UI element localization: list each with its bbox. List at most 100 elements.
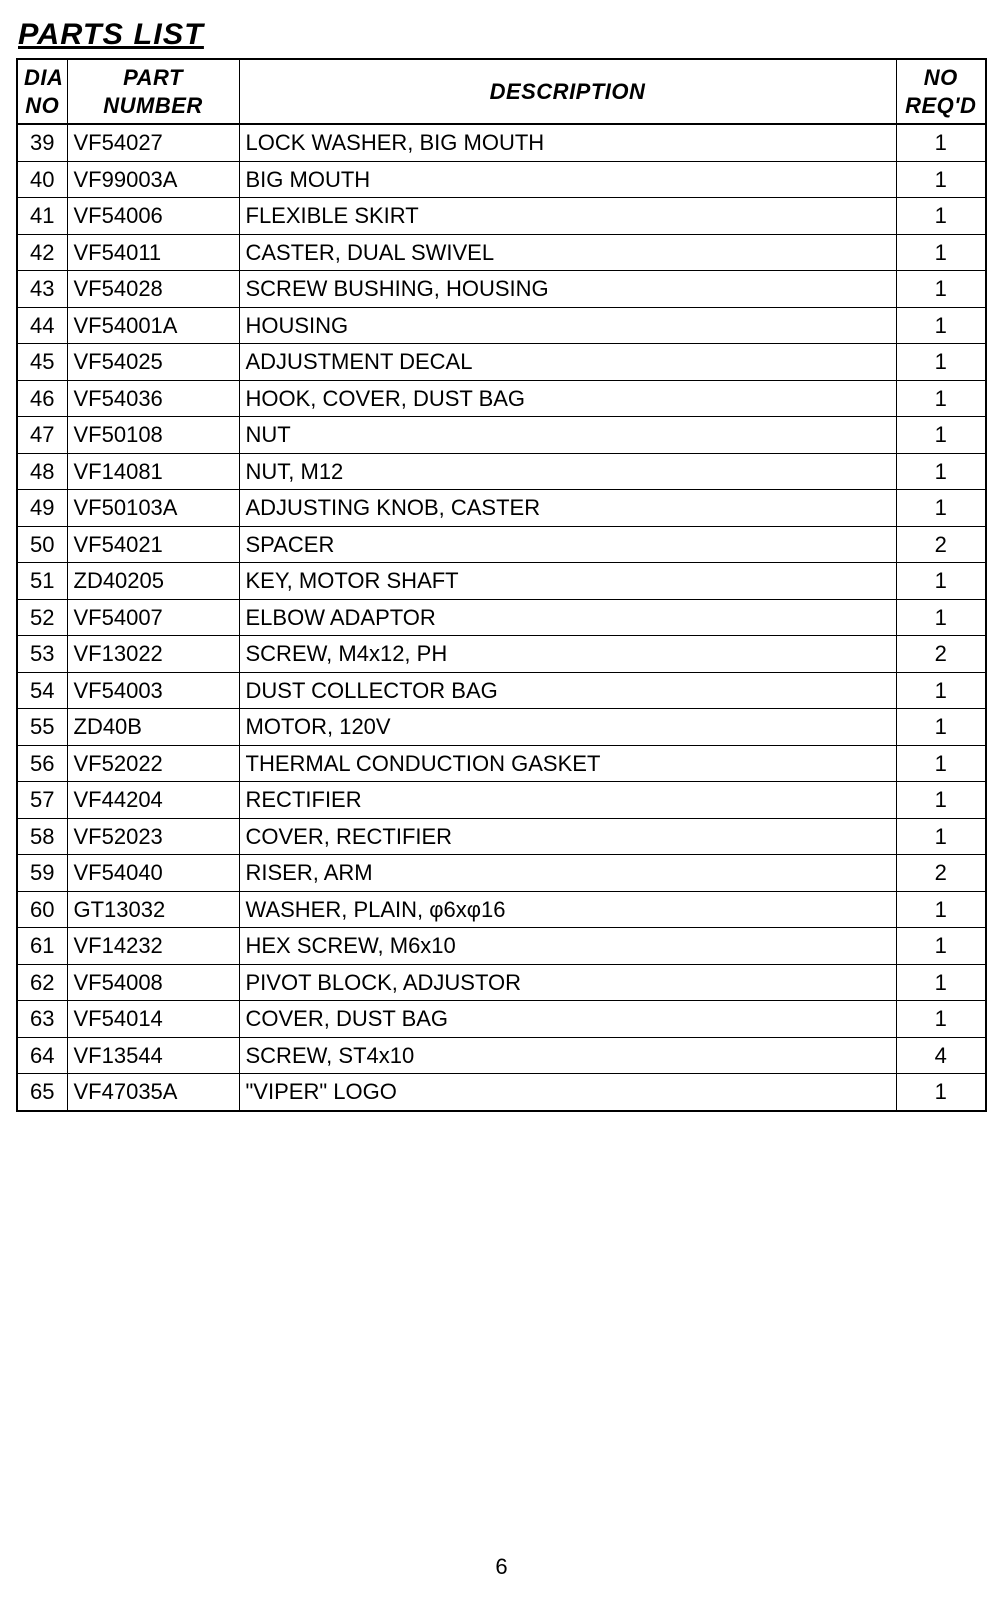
col-header-dia-no: DIA NO: [17, 59, 67, 124]
cell-dia-no: 56: [17, 745, 67, 782]
table-row: 46VF54036HOOK, COVER, DUST BAG1: [17, 380, 986, 417]
cell-part-number: VF13544: [67, 1037, 239, 1074]
cell-no-reqd: 1: [896, 928, 986, 965]
cell-description: WASHER, PLAIN, φ6xφ16: [239, 891, 896, 928]
col-header-no-reqd: NO REQ'D: [896, 59, 986, 124]
cell-dia-no: 62: [17, 964, 67, 1001]
cell-dia-no: 54: [17, 672, 67, 709]
cell-dia-no: 65: [17, 1074, 67, 1111]
table-row: 42VF54011CASTER, DUAL SWIVEL1: [17, 234, 986, 271]
table-row: 54VF54003DUST COLLECTOR BAG1: [17, 672, 986, 709]
table-row: 55ZD40BMOTOR, 120V1: [17, 709, 986, 746]
cell-dia-no: 51: [17, 563, 67, 600]
cell-description: RECTIFIER: [239, 782, 896, 819]
cell-description: KEY, MOTOR SHAFT: [239, 563, 896, 600]
cell-description: LOCK WASHER, BIG MOUTH: [239, 124, 896, 161]
cell-description: ADJUSTMENT DECAL: [239, 344, 896, 381]
cell-dia-no: 50: [17, 526, 67, 563]
cell-description: SPACER: [239, 526, 896, 563]
page-number: 6: [0, 1554, 1003, 1580]
table-row: 65VF47035A"VIPER" LOGO1: [17, 1074, 986, 1111]
table-row: 47VF50108NUT1: [17, 417, 986, 454]
cell-no-reqd: 1: [896, 709, 986, 746]
cell-description: HEX SCREW, M6x10: [239, 928, 896, 965]
cell-description: FLEXIBLE SKIRT: [239, 198, 896, 235]
table-row: 45VF54025ADJUSTMENT DECAL1: [17, 344, 986, 381]
cell-description: ADJUSTING KNOB, CASTER: [239, 490, 896, 527]
cell-dia-no: 47: [17, 417, 67, 454]
cell-no-reqd: 1: [896, 563, 986, 600]
cell-no-reqd: 1: [896, 782, 986, 819]
cell-part-number: VF54036: [67, 380, 239, 417]
table-row: 50VF54021SPACER2: [17, 526, 986, 563]
table-row: 58VF52023COVER, RECTIFIER1: [17, 818, 986, 855]
page-title: PARTS LIST: [18, 18, 1003, 52]
cell-part-number: GT13032: [67, 891, 239, 928]
cell-part-number: VF14232: [67, 928, 239, 965]
cell-dia-no: 45: [17, 344, 67, 381]
cell-no-reqd: 1: [896, 198, 986, 235]
cell-part-number: VF54028: [67, 271, 239, 308]
table-row: 52VF54007ELBOW ADAPTOR1: [17, 599, 986, 636]
cell-description: BIG MOUTH: [239, 161, 896, 198]
cell-no-reqd: 1: [896, 124, 986, 161]
cell-no-reqd: 2: [896, 526, 986, 563]
cell-description: NUT: [239, 417, 896, 454]
cell-no-reqd: 1: [896, 599, 986, 636]
cell-dia-no: 55: [17, 709, 67, 746]
table-row: 48VF14081NUT, M121: [17, 453, 986, 490]
table-row: 64VF13544SCREW, ST4x104: [17, 1037, 986, 1074]
cell-dia-no: 48: [17, 453, 67, 490]
cell-description: SCREW, ST4x10: [239, 1037, 896, 1074]
table-body: 39VF54027LOCK WASHER, BIG MOUTH140VF9900…: [17, 124, 986, 1111]
cell-description: RISER, ARM: [239, 855, 896, 892]
cell-part-number: VF13022: [67, 636, 239, 673]
cell-no-reqd: 1: [896, 161, 986, 198]
cell-part-number: VF99003A: [67, 161, 239, 198]
cell-part-number: VF54021: [67, 526, 239, 563]
cell-part-number: VF54006: [67, 198, 239, 235]
cell-dia-no: 64: [17, 1037, 67, 1074]
cell-part-number: VF52022: [67, 745, 239, 782]
cell-part-number: ZD40205: [67, 563, 239, 600]
cell-no-reqd: 1: [896, 1074, 986, 1111]
cell-no-reqd: 1: [896, 891, 986, 928]
cell-dia-no: 42: [17, 234, 67, 271]
cell-no-reqd: 1: [896, 307, 986, 344]
cell-no-reqd: 1: [896, 1001, 986, 1038]
cell-part-number: VF54027: [67, 124, 239, 161]
table-row: 40VF99003ABIG MOUTH1: [17, 161, 986, 198]
cell-part-number: VF52023: [67, 818, 239, 855]
cell-no-reqd: 1: [896, 271, 986, 308]
cell-dia-no: 53: [17, 636, 67, 673]
cell-dia-no: 61: [17, 928, 67, 965]
cell-part-number: VF54025: [67, 344, 239, 381]
cell-no-reqd: 1: [896, 453, 986, 490]
cell-description: ELBOW ADAPTOR: [239, 599, 896, 636]
table-row: 41VF54006FLEXIBLE SKIRT1: [17, 198, 986, 235]
cell-dia-no: 58: [17, 818, 67, 855]
cell-no-reqd: 1: [896, 490, 986, 527]
cell-dia-no: 63: [17, 1001, 67, 1038]
cell-no-reqd: 1: [896, 234, 986, 271]
cell-dia-no: 52: [17, 599, 67, 636]
col-header-description: DESCRIPTION: [239, 59, 896, 124]
table-row: 57VF44204RECTIFIER1: [17, 782, 986, 819]
cell-dia-no: 40: [17, 161, 67, 198]
cell-description: SCREW BUSHING, HOUSING: [239, 271, 896, 308]
cell-description: NUT, M12: [239, 453, 896, 490]
cell-part-number: VF54011: [67, 234, 239, 271]
cell-part-number: VF44204: [67, 782, 239, 819]
col-header-part-number: PART NUMBER: [67, 59, 239, 124]
parts-table: DIA NO PART NUMBER DESCRIPTION NO REQ'D …: [16, 58, 987, 1112]
cell-dia-no: 43: [17, 271, 67, 308]
cell-dia-no: 59: [17, 855, 67, 892]
cell-part-number: VF50108: [67, 417, 239, 454]
cell-part-number: VF54001A: [67, 307, 239, 344]
table-row: 49VF50103AADJUSTING KNOB, CASTER1: [17, 490, 986, 527]
cell-dia-no: 49: [17, 490, 67, 527]
cell-no-reqd: 1: [896, 672, 986, 709]
cell-dia-no: 60: [17, 891, 67, 928]
cell-description: HOOK, COVER, DUST BAG: [239, 380, 896, 417]
table-row: 61VF14232HEX SCREW, M6x101: [17, 928, 986, 965]
